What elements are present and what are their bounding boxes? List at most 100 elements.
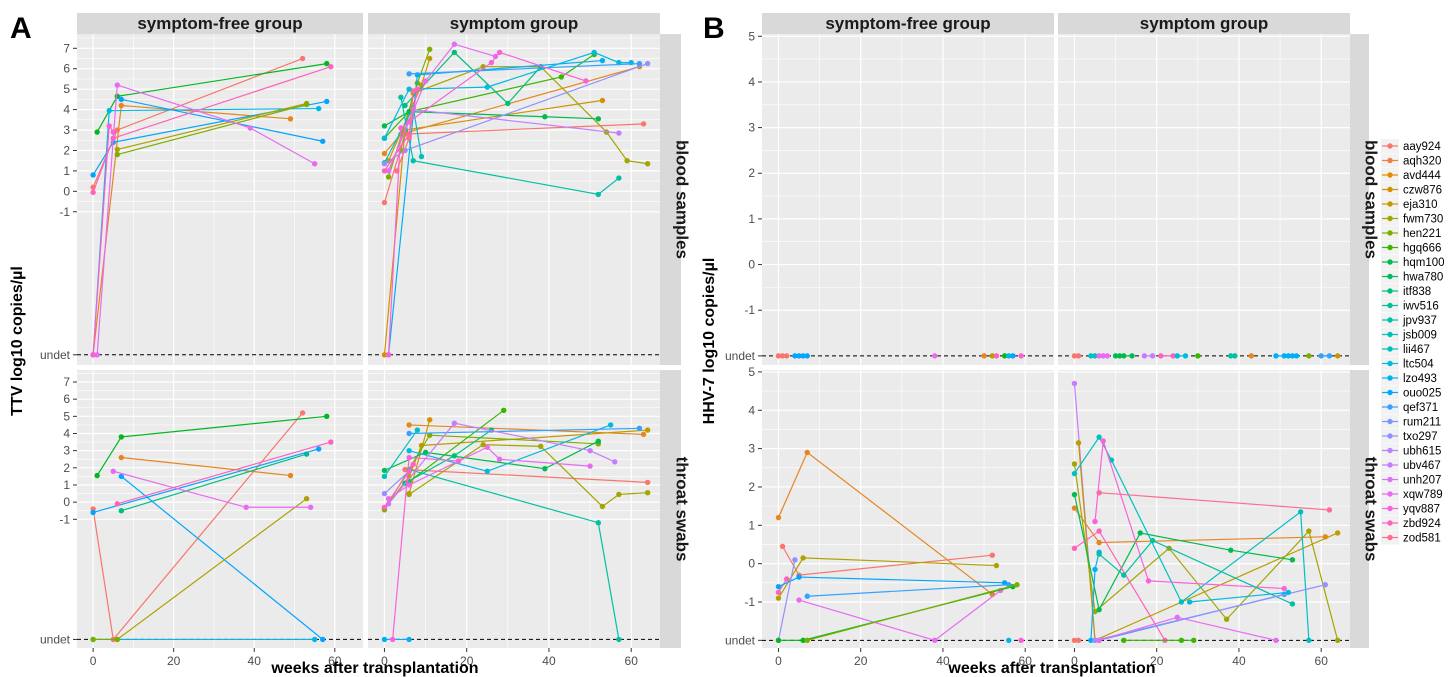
data-point xyxy=(1096,551,1102,557)
data-point xyxy=(1285,353,1292,359)
legend-label: itf838 xyxy=(1403,286,1431,298)
x-tick-label: 40 xyxy=(1232,654,1246,668)
data-point xyxy=(406,491,412,498)
row-strip xyxy=(660,370,681,648)
legend-entry: aqh320 xyxy=(1381,153,1441,168)
data-point xyxy=(114,636,120,643)
data-point xyxy=(394,168,400,174)
data-point xyxy=(591,49,597,56)
data-point xyxy=(1096,637,1102,644)
data-point xyxy=(616,130,622,136)
data-point xyxy=(410,88,416,94)
data-point xyxy=(410,157,416,164)
data-point xyxy=(1071,353,1078,359)
legend-label: iwv516 xyxy=(1403,301,1439,313)
legend-key-point xyxy=(1387,520,1393,526)
data-point xyxy=(299,410,306,416)
y-tick-label: 0 xyxy=(748,557,755,571)
legend-key-point xyxy=(1387,491,1393,497)
data-point xyxy=(1289,601,1296,607)
data-point xyxy=(1178,599,1185,605)
data-point xyxy=(1334,530,1341,536)
data-point xyxy=(90,352,96,358)
data-point xyxy=(422,449,429,456)
data-point xyxy=(303,496,310,502)
data-point xyxy=(484,444,490,450)
series-line xyxy=(388,43,496,172)
legend-entry: hwa780 xyxy=(1381,269,1443,284)
series-line xyxy=(384,470,410,495)
y-tick-label: undet xyxy=(725,633,756,647)
series-line xyxy=(383,429,418,477)
legend-label: fwm730 xyxy=(1403,214,1443,226)
data-point xyxy=(1306,353,1312,359)
series-group-r0-c0 xyxy=(90,55,334,358)
legend-key-point xyxy=(1387,201,1393,207)
series-line xyxy=(96,84,315,355)
row-strip xyxy=(660,34,681,365)
legend-label: czw876 xyxy=(1403,185,1442,197)
data-point xyxy=(1121,572,1127,578)
series-line xyxy=(408,444,648,508)
data-point xyxy=(616,636,622,643)
x-tick-label: 40 xyxy=(248,654,262,668)
legend-label: hen221 xyxy=(1403,228,1441,240)
data-point xyxy=(1306,528,1312,534)
y-tick-label: 2 xyxy=(63,143,70,157)
legend-key-point xyxy=(1387,244,1393,251)
data-point xyxy=(636,425,643,432)
data-point xyxy=(1289,353,1296,359)
data-point xyxy=(118,473,125,480)
data-point xyxy=(1285,589,1292,596)
data-point xyxy=(1182,353,1189,359)
data-point xyxy=(1096,353,1102,359)
legend-entry: ubv467 xyxy=(1381,458,1441,472)
legend-entry: ubh615 xyxy=(1381,443,1441,458)
panel-letter: B xyxy=(703,12,725,45)
data-point xyxy=(320,138,326,144)
data-point xyxy=(775,583,782,590)
data-point xyxy=(1092,353,1098,359)
data-point xyxy=(307,504,314,510)
legend-key-point xyxy=(1387,317,1393,323)
data-point xyxy=(381,636,388,643)
x-tick-label: 0 xyxy=(1071,654,1078,668)
data-point xyxy=(287,116,294,122)
data-point xyxy=(406,482,412,488)
data-point xyxy=(1170,353,1176,359)
y-tick-label: 3 xyxy=(63,444,70,458)
data-point xyxy=(505,100,511,107)
data-point xyxy=(644,479,651,486)
data-point xyxy=(612,459,618,465)
legend-label: qef371 xyxy=(1403,402,1438,414)
legend-key-point xyxy=(1387,215,1393,222)
data-point xyxy=(94,472,100,479)
series-line xyxy=(1189,591,1289,603)
data-point xyxy=(90,172,96,178)
series-group-r0-c1 xyxy=(1071,353,1341,359)
y-tick-label: 5 xyxy=(748,29,755,43)
data-point xyxy=(1092,566,1098,573)
y-axis-title: HHV-7 log10 copies/µl xyxy=(701,258,718,425)
y-tick-label: -1 xyxy=(59,512,70,526)
data-point xyxy=(496,456,503,462)
data-point xyxy=(114,501,120,507)
legend-key-point xyxy=(1387,288,1393,294)
y-tick-label: 2 xyxy=(748,480,755,494)
y-tick-label: 1 xyxy=(63,164,70,178)
data-point xyxy=(1334,637,1341,644)
legend-label: aqh320 xyxy=(1403,156,1441,168)
series-line xyxy=(1073,435,1310,641)
legend-key-point xyxy=(1387,186,1393,193)
data-point xyxy=(804,353,810,359)
legend-label: lzo493 xyxy=(1403,373,1437,385)
data-point xyxy=(402,466,408,473)
data-point xyxy=(311,161,318,167)
legend-entry: txo297 xyxy=(1381,429,1438,443)
legend-key-point xyxy=(1387,302,1393,309)
legend-label: ubh615 xyxy=(1403,446,1441,458)
row-strip xyxy=(1350,34,1369,365)
data-point xyxy=(644,161,651,167)
data-point xyxy=(426,432,433,438)
data-point xyxy=(1186,599,1193,605)
